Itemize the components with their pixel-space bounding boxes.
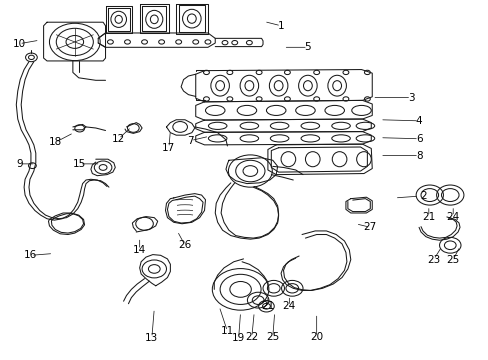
Text: 17: 17 <box>162 143 175 153</box>
Text: 14: 14 <box>133 245 146 255</box>
Text: 1: 1 <box>277 21 284 31</box>
Text: 9: 9 <box>16 159 22 169</box>
Text: 15: 15 <box>73 159 86 169</box>
Text: 19: 19 <box>231 333 245 343</box>
Text: 8: 8 <box>415 150 422 161</box>
Text: 18: 18 <box>49 138 62 147</box>
Text: 6: 6 <box>415 134 422 144</box>
Text: 22: 22 <box>244 332 258 342</box>
Text: 13: 13 <box>145 333 158 343</box>
Text: 21: 21 <box>421 212 434 221</box>
Text: 20: 20 <box>309 332 323 342</box>
Text: 24: 24 <box>282 301 295 311</box>
Text: 27: 27 <box>363 222 376 232</box>
Text: 2: 2 <box>420 191 427 201</box>
Text: 25: 25 <box>265 332 279 342</box>
Text: 4: 4 <box>415 116 422 126</box>
Text: 5: 5 <box>304 42 310 52</box>
Text: 21: 21 <box>261 301 274 311</box>
Text: 10: 10 <box>13 39 26 49</box>
Text: 23: 23 <box>426 255 439 265</box>
Text: 16: 16 <box>24 250 38 260</box>
Text: 26: 26 <box>178 240 191 250</box>
Text: 25: 25 <box>446 255 459 265</box>
Text: 12: 12 <box>112 134 125 144</box>
Text: 24: 24 <box>446 212 459 221</box>
Text: 7: 7 <box>187 136 194 145</box>
Text: 11: 11 <box>221 326 234 336</box>
Text: 3: 3 <box>407 93 414 103</box>
